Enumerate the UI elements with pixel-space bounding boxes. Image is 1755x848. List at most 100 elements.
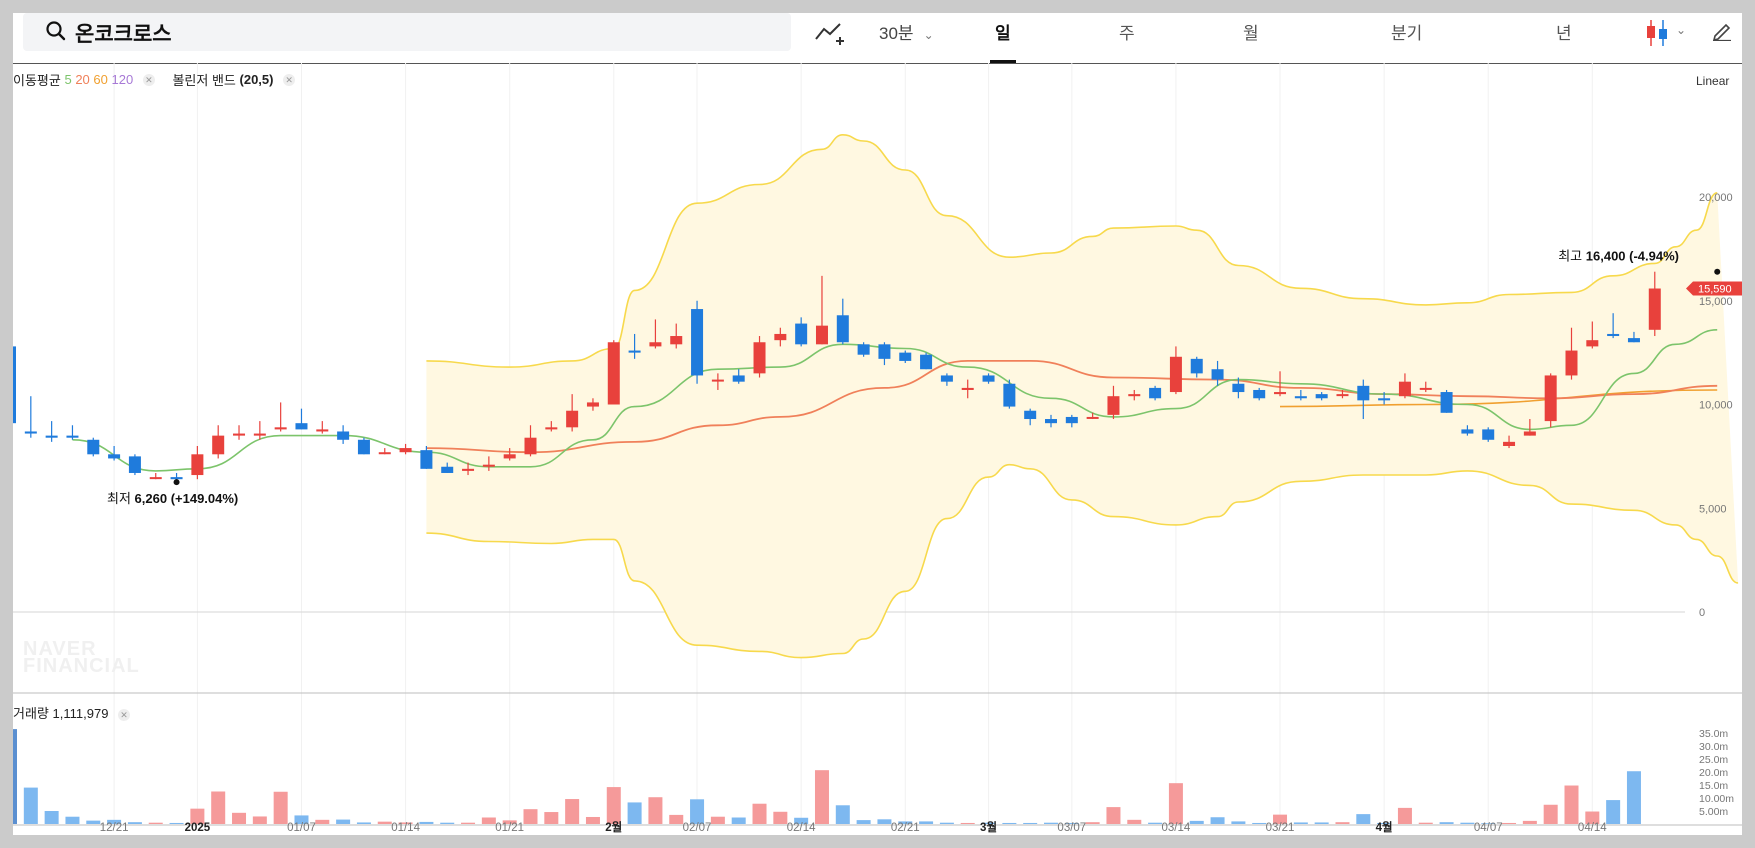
candle-body [940, 375, 953, 382]
volume-bar [856, 820, 871, 824]
volume-bar [877, 819, 892, 824]
candle-body [815, 325, 828, 345]
ma-label: 이동평균 [13, 73, 61, 88]
volume-bar [1064, 822, 1079, 824]
volume-bar [1314, 822, 1329, 824]
interval-dropdown[interactable]: 30분 ⌄ [879, 19, 934, 44]
candle-body [1419, 387, 1432, 390]
pencil-icon[interactable] [1711, 19, 1733, 41]
volume-bar [544, 812, 559, 824]
scale-mode-toggle[interactable]: Linear [1696, 74, 1730, 88]
close-icon[interactable]: ✕ [142, 73, 155, 86]
volume-bar [252, 816, 267, 824]
volume-bar [752, 803, 767, 824]
volume-bar [13, 729, 17, 824]
volume-tick-label: 20.0m [1699, 767, 1728, 779]
x-tick-label: 04/14 [1578, 822, 1607, 834]
volume-bar [1418, 822, 1433, 824]
candle-body [462, 468, 475, 471]
volume-bar [1356, 814, 1371, 824]
candle-body [1523, 431, 1536, 436]
line-chart-add-icon[interactable] [814, 19, 844, 47]
annotations: 최저 6,260 (+149.04%) 최고 16,400 (-4.94%) 15,… [107, 249, 1742, 506]
volume-value: 1,111,979 [52, 706, 109, 721]
candle-body [1544, 375, 1557, 422]
candlestick-type-icon[interactable] [1643, 17, 1673, 49]
volume-bar [1231, 821, 1246, 824]
volume-bar [919, 821, 934, 824]
volume-bar [377, 821, 392, 824]
extreme-value: 6,260 (+149.04%) [135, 491, 239, 506]
x-tick-label: 2025 [185, 822, 211, 834]
extreme-prefix: 최저 [107, 491, 135, 506]
volume-tick-label: 5.00m [1699, 806, 1728, 818]
x-tick-label: 4월 [1376, 820, 1393, 834]
candle-body [982, 375, 995, 382]
close-icon[interactable]: ✕ [118, 709, 131, 721]
volume-bar [710, 816, 725, 824]
candle-body [1024, 410, 1037, 420]
volume-bar [232, 812, 247, 824]
candle-body [420, 450, 433, 469]
candle-body [149, 477, 162, 480]
stock-search-box[interactable]: 온코크로스 [23, 13, 791, 51]
x-tick-label: 12/21 [100, 822, 129, 834]
candle-body [1586, 340, 1599, 347]
volume-bar [148, 822, 163, 824]
tab-quarter[interactable]: 분기 [1391, 24, 1423, 43]
search-input[interactable]: 온코크로스 [75, 23, 172, 46]
candle-body [253, 433, 266, 436]
tab-day[interactable]: 일 [995, 24, 1011, 43]
x-tick-label: 02/21 [891, 822, 920, 834]
bollinger-fill [426, 134, 1739, 658]
chevron-down-icon[interactable]: ⌄ [1676, 23, 1687, 37]
volume-bar [65, 816, 80, 824]
candle-body [45, 435, 58, 438]
candle-body [1398, 381, 1411, 397]
x-tick-label: 03/07 [1057, 822, 1086, 834]
tab-year[interactable]: 년 [1556, 24, 1572, 43]
candle-body [1003, 383, 1016, 407]
y-tick-label: 10,000 [1699, 400, 1733, 412]
candle-body [503, 454, 516, 459]
price-chart[interactable]: 12/21 2025 01/07 01/14 01/21 2월 02/07 02/14 02/2… [13, 13, 1742, 835]
candle-body [1378, 398, 1391, 401]
close-icon[interactable]: ✕ [283, 73, 296, 86]
candle-body [607, 342, 620, 405]
candle-body [1482, 429, 1495, 440]
volume-bar [1106, 807, 1121, 824]
volume-bar [939, 822, 954, 824]
candle-body [566, 410, 579, 428]
volume-bar [1543, 804, 1558, 824]
y-tick-label: 20,000 [1699, 192, 1733, 204]
candle-body [1149, 387, 1162, 399]
volume-bar [1252, 822, 1267, 824]
volume-tick-label: 30.0m [1699, 741, 1728, 753]
volume-bar [1397, 807, 1412, 824]
x-tick-label: 01/21 [495, 822, 524, 834]
tab-month[interactable]: 월 [1243, 24, 1259, 43]
bb-label: 볼린저 밴드 [172, 73, 236, 88]
chart-header: 온코크로스 30분 ⌄ 일 주 월 분기 년 ⌄ [13, 13, 1742, 64]
volume-tick-label: 10.00m [1699, 793, 1734, 805]
candle-body [1190, 358, 1203, 374]
candle-body [1086, 416, 1099, 419]
volume-bar [814, 770, 829, 824]
candle-body [836, 315, 849, 343]
candle-body [1503, 441, 1516, 446]
volume-bar [1189, 820, 1204, 824]
tab-week[interactable]: 주 [1119, 24, 1135, 43]
extreme-value: 16,400 (-4.94%) [1586, 249, 1679, 264]
candle-body [1315, 394, 1328, 399]
chart-app: 온코크로스 30분 ⌄ 일 주 월 분기 년 ⌄ [13, 13, 1742, 835]
volume-bar [294, 815, 309, 824]
candle-body [482, 464, 495, 467]
candle-body [961, 387, 974, 390]
candle-body [1648, 288, 1661, 330]
candle-body [774, 333, 787, 341]
candle-body [316, 429, 329, 432]
candle-body [1336, 394, 1349, 397]
moving-averages [72, 329, 1718, 472]
candle-body [628, 350, 641, 353]
ma60-label: 60 [93, 72, 108, 87]
